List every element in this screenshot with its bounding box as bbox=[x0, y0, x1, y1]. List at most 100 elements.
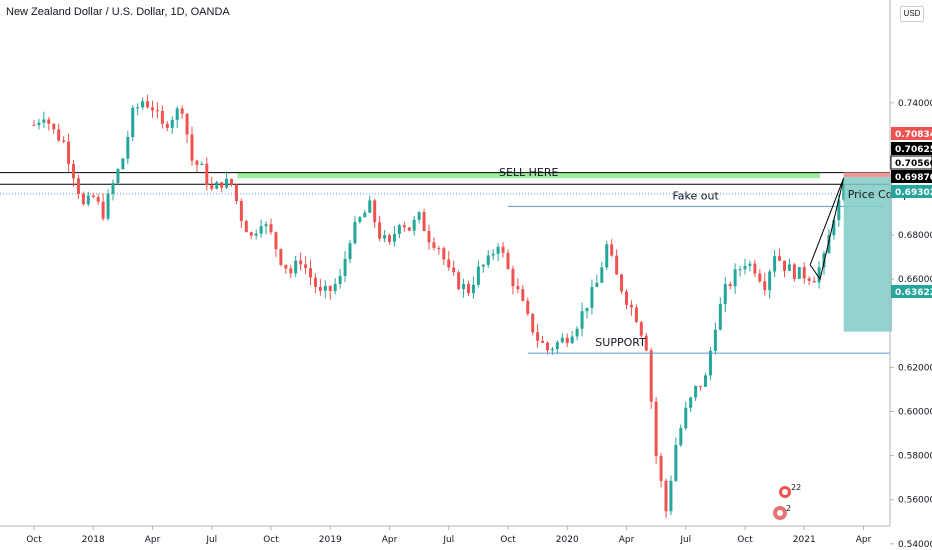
candle-body bbox=[467, 283, 470, 294]
time-tick-label: 2018 bbox=[82, 535, 105, 545]
candle-body bbox=[155, 110, 159, 112]
candle-body bbox=[234, 184, 238, 202]
time-tick-label: 2021 bbox=[793, 535, 816, 545]
candle-body bbox=[422, 212, 426, 232]
fake-out-label: Fake out bbox=[672, 189, 719, 202]
candle-body bbox=[42, 119, 46, 123]
time-tick-label: Oct bbox=[26, 535, 42, 545]
candle-body bbox=[718, 304, 722, 330]
candle-body bbox=[175, 108, 179, 120]
candle-body bbox=[373, 200, 377, 223]
price-tick-label: 0.60000 bbox=[898, 408, 932, 418]
price-tick-label: 0.54000 bbox=[898, 540, 932, 550]
candle-body bbox=[610, 244, 614, 256]
price-badge bbox=[891, 127, 932, 140]
candle-body bbox=[797, 267, 801, 279]
candle-body bbox=[694, 386, 698, 398]
candle-body bbox=[669, 480, 673, 512]
support-label: SUPPORT bbox=[595, 336, 646, 349]
price-badge bbox=[891, 170, 932, 183]
candle-body bbox=[620, 274, 624, 292]
candle-body bbox=[146, 101, 150, 108]
candle-body bbox=[615, 255, 619, 275]
candle-body bbox=[328, 285, 332, 292]
candle-body bbox=[625, 291, 628, 305]
candle-body bbox=[437, 247, 441, 249]
candle-body bbox=[516, 286, 520, 290]
candle-body bbox=[728, 284, 732, 287]
target-zone[interactable] bbox=[843, 177, 893, 332]
candle-body bbox=[62, 140, 66, 142]
candle-body bbox=[536, 332, 540, 341]
candle-body bbox=[471, 284, 475, 294]
sell-zone-box[interactable] bbox=[237, 172, 821, 179]
candle-body bbox=[72, 163, 75, 179]
candle-body bbox=[313, 277, 317, 287]
candle-body bbox=[758, 273, 762, 282]
candle-body bbox=[264, 224, 268, 227]
price-badge bbox=[891, 185, 932, 198]
price-badge bbox=[891, 142, 932, 155]
candle-body bbox=[289, 268, 293, 274]
earnings-event-count: 22 bbox=[791, 483, 801, 492]
candle-body bbox=[674, 445, 678, 481]
candle-body bbox=[378, 222, 382, 239]
candle-body bbox=[363, 212, 367, 218]
candle-body bbox=[743, 265, 747, 270]
candle-body bbox=[244, 221, 248, 233]
candle-body bbox=[249, 232, 253, 236]
price-tick-label: 0.66000 bbox=[898, 275, 932, 285]
candle-body bbox=[486, 255, 490, 265]
candle-body bbox=[333, 283, 337, 292]
candle-body bbox=[190, 134, 194, 161]
candle-body bbox=[67, 141, 71, 164]
dividends-event-icon[interactable]: 2 bbox=[773, 504, 791, 520]
candle-body bbox=[491, 253, 495, 256]
candle-body bbox=[506, 252, 510, 269]
candle-body bbox=[723, 284, 727, 305]
candle-body bbox=[200, 163, 204, 165]
candle-body bbox=[783, 260, 786, 271]
candle-body bbox=[52, 123, 56, 130]
earnings-event-icon[interactable]: 22 bbox=[779, 483, 801, 498]
candle-body bbox=[595, 282, 599, 287]
candle-body bbox=[689, 397, 693, 408]
candle-body bbox=[738, 269, 742, 271]
candle-body bbox=[121, 158, 125, 170]
price-compression-triangle[interactable] bbox=[809, 177, 845, 281]
price-axis[interactable]: 0.740000.720000.680000.660000.620000.600… bbox=[889, 0, 932, 550]
candle-body bbox=[358, 217, 362, 222]
stop-loss-zone[interactable] bbox=[843, 172, 893, 178]
candle-body bbox=[402, 225, 406, 228]
price-badge bbox=[890, 155, 932, 170]
candle-body bbox=[644, 335, 648, 351]
candle-body bbox=[763, 281, 767, 291]
price-badge bbox=[891, 285, 932, 298]
candle-body bbox=[323, 285, 327, 291]
price-tick-label: 0.68000 bbox=[898, 231, 932, 241]
candle-body bbox=[195, 160, 199, 165]
candle-body bbox=[91, 195, 95, 197]
price-badge-label: 0.69870 bbox=[895, 173, 932, 183]
time-axis[interactable]: Oct 2018 Apr Jul Oct 2019 Apr Jul Oct 2020 Apr Jul O… bbox=[0, 525, 890, 545]
candle-body bbox=[442, 248, 446, 260]
candle-body bbox=[476, 266, 480, 285]
price-tick-label: 0.56000 bbox=[898, 496, 932, 506]
time-tick-label: Oct bbox=[500, 535, 516, 545]
candle-body bbox=[704, 375, 707, 387]
candle-body bbox=[37, 122, 41, 125]
candle-body bbox=[585, 307, 589, 312]
candle-body bbox=[787, 264, 791, 271]
price-badge-label: 0.69302 bbox=[895, 188, 932, 198]
candle-body bbox=[708, 350, 712, 376]
time-tick-label: 2019 bbox=[319, 535, 342, 545]
candle-body bbox=[383, 235, 387, 239]
currency-button[interactable]: USD bbox=[900, 6, 924, 22]
candle-body bbox=[555, 342, 559, 349]
candle-body bbox=[126, 137, 130, 159]
candle-body bbox=[447, 259, 451, 268]
candle-body bbox=[180, 108, 184, 114]
candle-body bbox=[733, 269, 737, 287]
candle-body bbox=[294, 260, 298, 274]
